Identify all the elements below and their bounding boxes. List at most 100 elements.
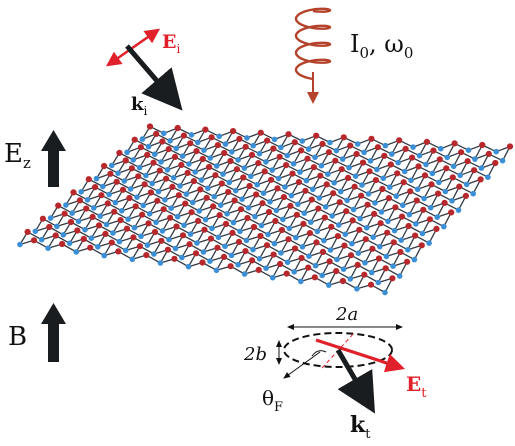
lattice-atom-blue (166, 236, 172, 243)
lattice-atom-blue (190, 199, 196, 206)
lattice-atom-blue (327, 247, 334, 253)
lattice-atom-blue (419, 230, 426, 237)
lattice-atom-blue (286, 225, 293, 232)
intensity-frequency-separator: , (369, 30, 384, 58)
lattice-atom-red (132, 203, 139, 210)
lattice-atom-blue (63, 202, 69, 208)
lattice-atom-red (277, 260, 284, 268)
lattice-atom-red (244, 214, 251, 222)
lattice-atom-red (92, 184, 99, 191)
lattice-atom-blue (449, 198, 455, 204)
lattice-atom-red (268, 176, 275, 183)
lattice-atom-blue (370, 234, 377, 240)
lattice-atom-red (385, 195, 392, 202)
lattice-atom-blue (347, 276, 354, 282)
lattice-atom-red (402, 145, 409, 152)
lattice-atom-blue (363, 225, 370, 231)
lattice-atom-blue (265, 231, 271, 238)
lattice-atom-red (171, 255, 178, 262)
lattice-atom-blue (344, 197, 350, 204)
lattice-atom-blue (368, 269, 375, 276)
lattice-atom-blue (145, 143, 152, 150)
lattice-atom-red (396, 137, 403, 144)
lattice-atom-blue (357, 215, 363, 222)
lattice-atom-red (423, 138, 430, 145)
lattice-atom-red (506, 143, 514, 150)
lattice-atom-blue (250, 142, 256, 149)
lattice-atom-red (389, 275, 396, 282)
lattice-atom-red (233, 166, 240, 173)
lattice-atom-red (144, 151, 151, 158)
lattice-atom-red (270, 251, 277, 258)
lattice-atom-blue (143, 172, 149, 179)
lattice-atom-blue (88, 235, 95, 241)
lattice-atom-red (249, 257, 256, 264)
lattice-atom-red (59, 240, 66, 248)
lattice-atom-red (390, 239, 397, 246)
lattice-atom-red (203, 194, 210, 201)
lattice-atom-blue (385, 218, 391, 225)
lattice-atom-blue (478, 165, 485, 171)
lattice-atom-red (443, 165, 450, 172)
lattice-atom-red (126, 194, 133, 202)
lattice-atom-blue (372, 200, 378, 206)
lattice-atom-red (415, 163, 422, 170)
lattice-atom-blue (103, 221, 110, 228)
lattice-atom-blue (434, 214, 441, 220)
transmitted-wavevector-sub: t (365, 427, 371, 442)
lattice-atom-red (52, 232, 59, 239)
lattice-atom-blue (192, 169, 198, 175)
lattice-atom-red (291, 245, 299, 252)
faraday-angle-label: θF (262, 386, 283, 415)
lattice-atom-blue (312, 154, 318, 161)
minor-axis-label: 2b (243, 344, 267, 365)
lattice-atom-red (436, 156, 443, 163)
lattice-atom-blue (235, 157, 241, 163)
lattice-atom-blue (278, 250, 284, 256)
lattice-atom-red (368, 135, 375, 142)
lattice-atom-red (108, 239, 115, 246)
lattice-atom-blue (237, 228, 243, 235)
lattice-atom-red (199, 259, 206, 266)
lattice-atom-red (283, 162, 290, 169)
lattice-atom-blue (95, 244, 101, 250)
lattice-atom-blue (45, 245, 51, 251)
lattice-atom-red (381, 152, 388, 159)
lattice-atom-red (220, 253, 228, 260)
lattice-atom-blue (254, 181, 260, 188)
lattice-atom-red (46, 223, 53, 231)
lattice-atom-red (95, 222, 103, 229)
lattice-atom-blue (319, 272, 326, 279)
lattice-atom-red (394, 170, 401, 177)
lattice-atom-blue (213, 267, 220, 274)
lattice-atom-red (426, 216, 433, 223)
lattice-atom-blue (170, 175, 177, 181)
lattice-atom-blue (414, 186, 421, 193)
lattice-atom-red (221, 149, 228, 157)
lattice-atom-blue (410, 144, 416, 150)
lattice-atom-blue (138, 233, 144, 240)
lattice-atom-blue (47, 215, 54, 221)
lattice-atom-red (195, 217, 202, 224)
incident-wavevector-label-sub: i (143, 104, 147, 118)
lattice-atom-red (61, 210, 68, 217)
lattice-atom-red (255, 160, 262, 167)
lattice-atom-red (340, 134, 347, 141)
lattice-atom-red (375, 255, 383, 262)
lattice-atom-red (358, 192, 365, 199)
lattice-atom-blue (186, 161, 192, 167)
lattice-atom-red (359, 159, 367, 166)
lattice-atom-blue (54, 223, 60, 230)
lattice-atom-red (193, 148, 200, 155)
lattice-atom-blue (365, 191, 372, 197)
lattice-atom-blue (282, 184, 288, 190)
lattice-atom-blue (391, 227, 398, 234)
lattice-atom-blue (179, 153, 186, 159)
lattice-atom-red (210, 203, 217, 210)
faraday-angle-sub: F (274, 400, 283, 415)
lattice-atom-blue (291, 269, 298, 275)
lattice-atom-blue (408, 177, 414, 184)
lattice-atom-red (128, 165, 135, 172)
lattice-atom-blue (306, 253, 312, 259)
